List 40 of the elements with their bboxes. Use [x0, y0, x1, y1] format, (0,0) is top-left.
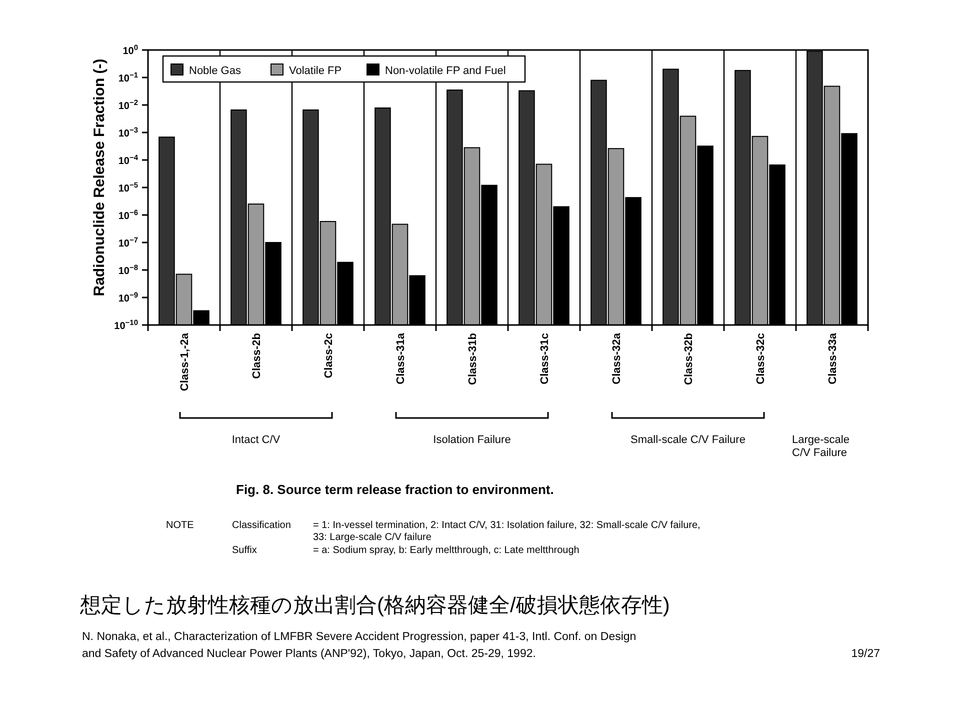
- text: = 1: In-vessel termination, 2: Intact C/V, 31: Isolation failure, 32: Small-scale C/V failure,: [313, 520, 700, 531]
- legend-label: Noble Gas: [189, 65, 242, 77]
- text: Small-scale C/V Failure: [630, 434, 746, 446]
- x-tick-label: Class-2c: [323, 333, 335, 378]
- text: N. Nonaka, et al., Characterization of LMFBR Severe Accident Progression, paper 41-3, Intl. Conf. on Design: [82, 631, 636, 643]
- y-tick-label: 10$^{0}$: [122, 42, 138, 57]
- y-tick-label: 10$^{−4}$: [118, 152, 139, 167]
- text: Large-scale C/V Failure: [792, 434, 850, 459]
- y-tick-label: 10$^{−10}$: [114, 318, 138, 332]
- x-tick-label: Class-32b: [683, 332, 695, 385]
- text: Intact C/V: [232, 434, 281, 446]
- x-tick-label: Class-32c: [755, 333, 767, 384]
- x-tick-label: Class-32a: [611, 332, 623, 384]
- y-tick-label: 10$^{−1}$: [118, 70, 138, 84]
- x-tick-label: Class-31a: [395, 332, 407, 384]
- y-tick-label: 10$^{−9}$: [118, 290, 138, 304]
- y-tick-label: 10$^{−2}$: [118, 98, 138, 112]
- y-axis-title: Radionuclide Release Fraction (-): [91, 58, 108, 296]
- text: 33: Large-scale C/V failure: [313, 532, 432, 543]
- text: = a: Sodium spray, b: Early meltthrough, c: Late meltthrough: [313, 545, 580, 556]
- y-tick-label: 10$^{−7}$: [118, 235, 138, 250]
- text: Suffix: [232, 545, 257, 556]
- text: Isolation Failure: [433, 434, 511, 446]
- y-tick-label: 10$^{−5}$: [118, 180, 138, 194]
- y-tick-label: 10$^{−8}$: [118, 262, 138, 277]
- text: and Safety of Advanced Nuclear Power Plants (ANP'92), Tokyo, Japan, Oct. 25-29, 1992.: [82, 648, 536, 660]
- text: NOTE: [166, 520, 194, 531]
- y-tick-label: 10$^{−3}$: [118, 125, 138, 140]
- text: Fig. 8. Source term release fraction to environment.: [236, 482, 554, 497]
- legend-label: Volatile FP: [289, 65, 342, 77]
- x-tick-label: Class-33a: [827, 332, 839, 384]
- text: Classification: [232, 520, 291, 531]
- x-tick-label: Class-31b: [467, 332, 479, 385]
- x-tick-label: Class-31c: [539, 333, 551, 384]
- x-tick-label: Class-1,-2a: [179, 332, 191, 392]
- text: 19/27: [851, 648, 880, 660]
- y-tick-label: 10$^{−6}$: [118, 208, 138, 222]
- text: 想定した放射性核種の放出割合(格納容器健全/破損状態依存性): [79, 594, 670, 617]
- legend-label: Non-volatile FP and Fuel: [385, 65, 506, 77]
- x-tick-label: Class-2b: [251, 332, 263, 379]
